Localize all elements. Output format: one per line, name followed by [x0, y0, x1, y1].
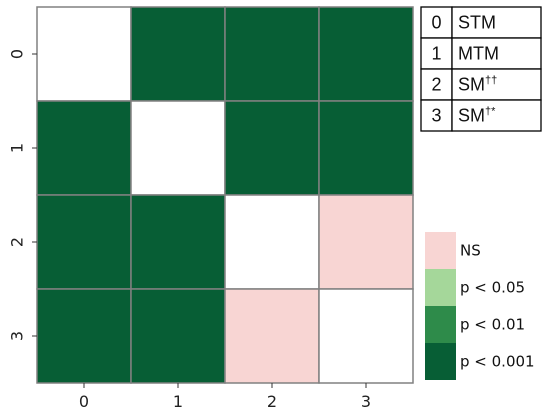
key-name-superscript: †*: [485, 106, 496, 118]
heatmap-axes: 0 1 2 3 0 1 2 3: [8, 49, 371, 411]
key-index-cell: [420, 6, 453, 39]
heatmap-cell-r0-c3: [318, 6, 414, 102]
key-name-base: STM: [458, 13, 496, 33]
heatmap-cell-r3-c1: [130, 288, 226, 384]
heatmap-cell-r0-c1: [130, 6, 226, 102]
key-name: SM††: [458, 75, 497, 95]
heatmap-cell-r1-c1: [130, 100, 226, 196]
y-tick-label: 1: [8, 143, 27, 153]
legend-label: NS: [460, 242, 481, 260]
legend-label: p < 0.001: [460, 353, 535, 371]
x-tick-label: 1: [173, 392, 183, 411]
heatmap-cell-r1-c3: [318, 100, 414, 196]
key-name: STM: [458, 13, 496, 33]
legend-label: p < 0.01: [460, 316, 525, 334]
significance-legend: NS p < 0.05 p < 0.01 p < 0.001: [425, 232, 535, 380]
heatmap-cell-r2-c1: [130, 194, 226, 290]
heatmap-cell-r2-c0: [36, 194, 132, 290]
key-name: MTM: [458, 44, 499, 64]
legend-swatch: [425, 232, 456, 269]
heatmap-cell-r2-c3: [318, 194, 414, 290]
key-name-cell: [451, 99, 542, 132]
key-name-base: SM: [458, 106, 485, 126]
key-name-base: MTM: [458, 44, 499, 64]
heatmap-cell-r3-c2: [224, 288, 320, 384]
key-index: 2: [431, 75, 441, 95]
heatmap-cell-r1-c0: [36, 100, 132, 196]
x-tick-label: 3: [361, 392, 371, 411]
key-name-superscript: ††: [485, 75, 497, 87]
key-name-cell: [451, 6, 542, 39]
key-name: SM†*: [458, 106, 496, 126]
heatmap-cell-r1-c2: [224, 100, 320, 196]
heatmap-cell-r0-c0: [36, 6, 132, 102]
legend-swatch: [425, 269, 456, 306]
y-tick-label: 0: [8, 49, 27, 59]
heatmap-cell-r2-c2: [224, 194, 320, 290]
heatmap-cell-r3-c3: [318, 288, 414, 384]
legend-swatch: [425, 306, 456, 343]
legend-label: p < 0.05: [460, 279, 525, 297]
key-index: 3: [431, 106, 441, 126]
key-name-cell: [451, 37, 542, 70]
x-tick-label: 2: [267, 392, 277, 411]
y-tick-label: 2: [8, 237, 27, 247]
key-index: 0: [431, 13, 441, 33]
heatmap-cell-r3-c0: [36, 288, 132, 384]
key-index-cell: [420, 68, 453, 101]
key-index: 1: [431, 44, 441, 64]
x-tick-label: 0: [79, 392, 89, 411]
heatmap-cell-r0-c2: [224, 6, 320, 102]
heatmap-cells: [36, 6, 414, 384]
legend-swatch: [425, 343, 456, 380]
key-name-base: SM: [458, 75, 485, 95]
y-tick-label: 3: [8, 331, 27, 341]
